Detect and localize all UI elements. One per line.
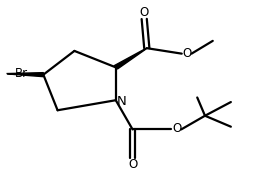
Text: Br: Br — [14, 67, 28, 80]
Text: O: O — [140, 6, 149, 19]
Text: O: O — [183, 47, 192, 60]
Polygon shape — [114, 48, 147, 69]
Polygon shape — [7, 73, 43, 77]
Text: O: O — [128, 158, 137, 171]
Text: O: O — [172, 122, 182, 135]
Text: N: N — [116, 95, 126, 108]
